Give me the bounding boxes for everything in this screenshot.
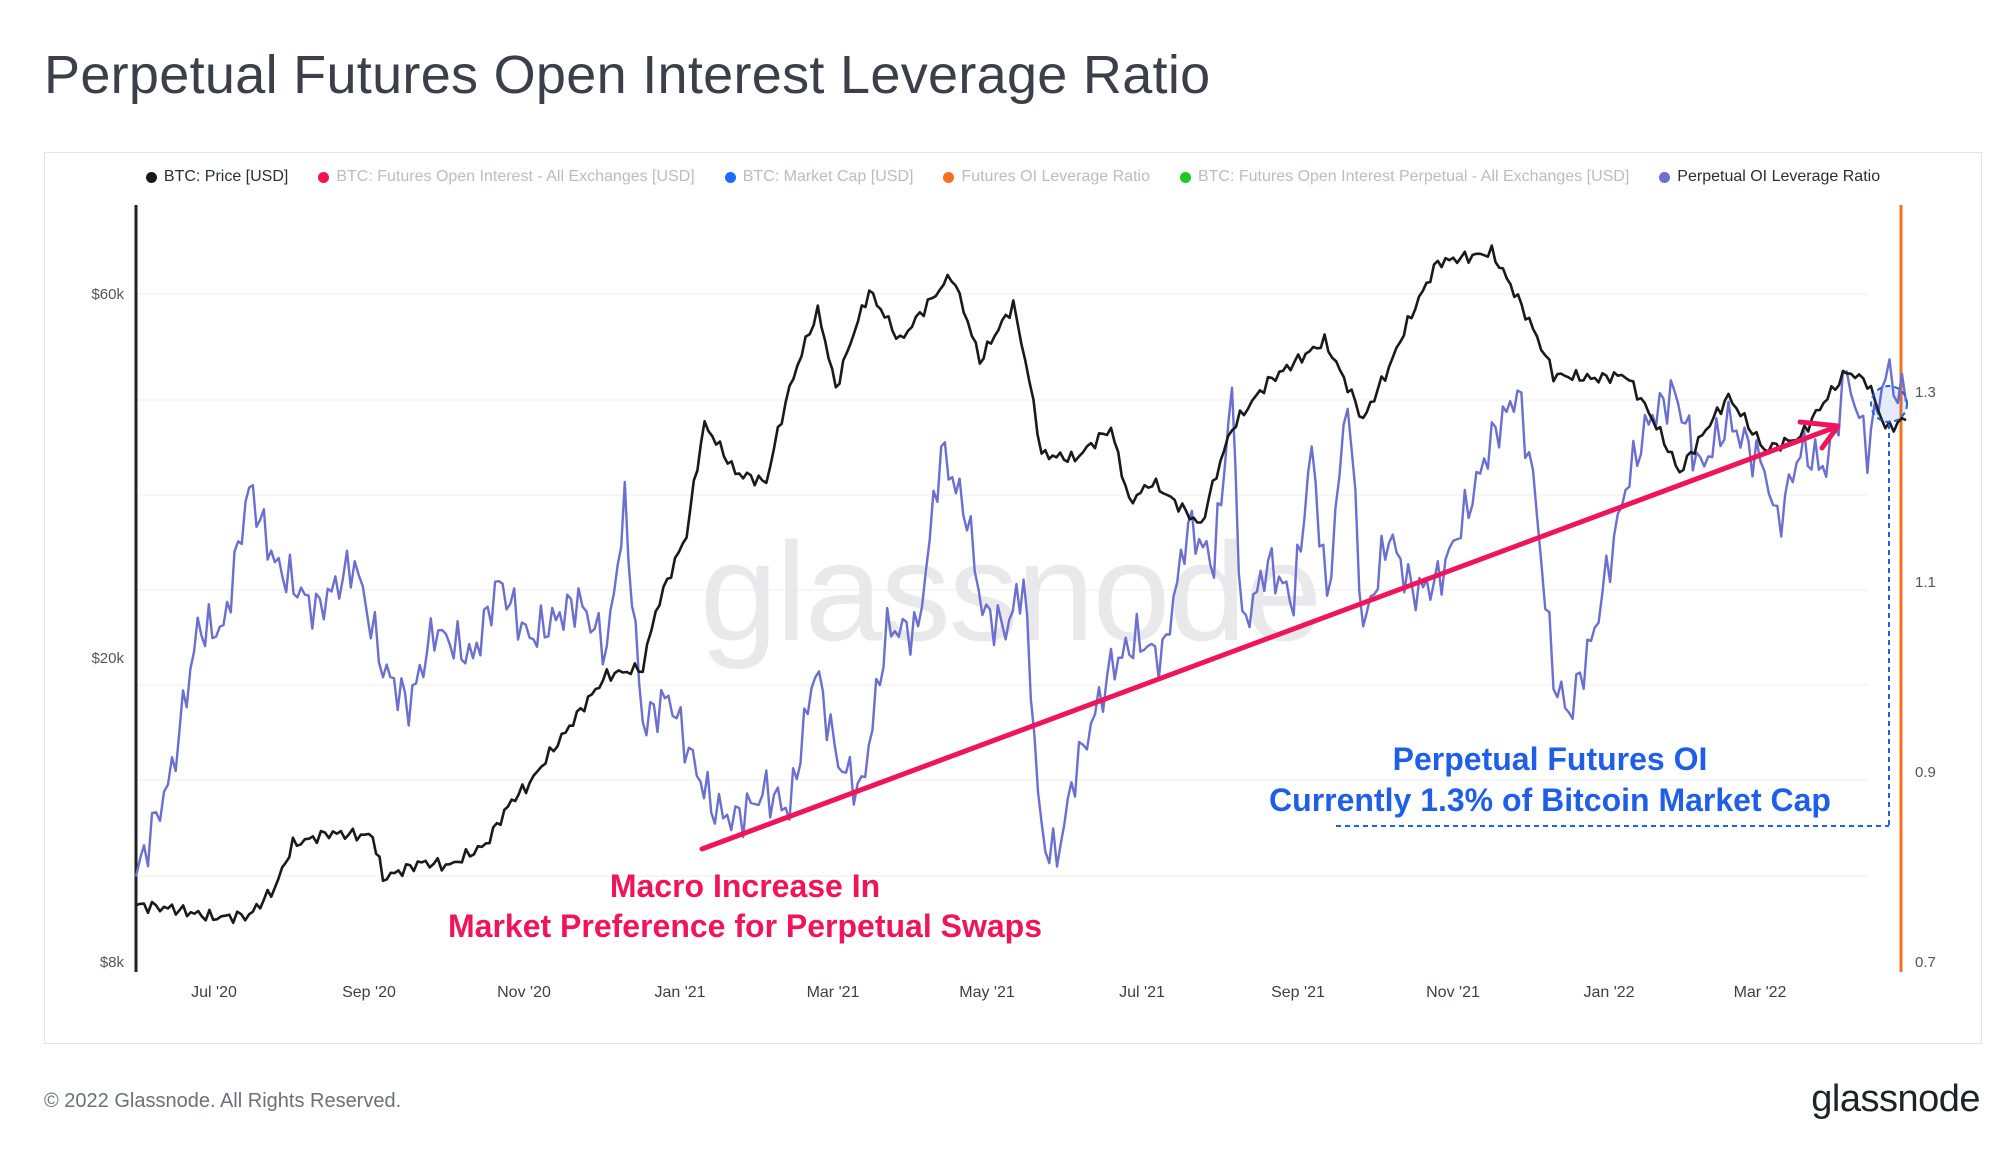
legend-item[interactable]: Perpetual OI Leverage Ratio bbox=[1659, 168, 1880, 186]
x-tick-label: Jan '21 bbox=[654, 984, 705, 1001]
legend-dot-icon bbox=[1659, 171, 1671, 183]
series-line-btc-price bbox=[135, 244, 1907, 925]
x-tick-label: Sep '20 bbox=[342, 984, 396, 1001]
legend-item[interactable]: BTC: Futures Open Interest - All Exchang… bbox=[318, 168, 695, 186]
legend-item[interactable]: BTC: Price [USD] bbox=[145, 168, 289, 186]
y-right-tick-label: 0.9 bbox=[1915, 764, 1936, 781]
page-title: Perpetual Futures Open Interest Leverage… bbox=[44, 45, 1211, 105]
legend-item[interactable]: BTC: Market Cap [USD] bbox=[724, 168, 914, 186]
trend-arrow-line bbox=[699, 424, 1839, 852]
x-tick-label: Jul '20 bbox=[191, 984, 237, 1001]
current-value-highlight bbox=[1870, 385, 1908, 423]
series-line-perpetual-oi-ratio bbox=[134, 358, 1908, 877]
legend-dot-icon bbox=[724, 171, 736, 183]
annotation-current-ratio: Currently 1.3% of Bitcoin Market Cap bbox=[1269, 782, 1831, 818]
trend-arrowhead-icon bbox=[1797, 419, 1841, 451]
y-right-tick-label: 0.7 bbox=[1915, 954, 1936, 971]
legend-label: Futures OI Leverage Ratio bbox=[961, 168, 1150, 185]
legend-dot-icon bbox=[145, 171, 157, 183]
watermark-text: glassnode bbox=[700, 513, 1320, 670]
y-right-tick-label: 1.3 bbox=[1915, 384, 1936, 401]
legend-label: BTC: Futures Open Interest - All Exchang… bbox=[336, 168, 695, 185]
legend-dot-icon bbox=[943, 171, 955, 183]
legend-dot-icon bbox=[318, 171, 330, 183]
legend-label: BTC: Price [USD] bbox=[163, 168, 289, 185]
copyright-text: © 2022 Glassnode. All Rights Reserved. bbox=[44, 1090, 402, 1112]
x-tick-label: Nov '20 bbox=[497, 984, 551, 1001]
legend-item[interactable]: BTC: Futures Open Interest Perpetual - A… bbox=[1179, 168, 1630, 186]
x-tick-label: Jan '22 bbox=[1583, 984, 1634, 1001]
x-tick-label: Sep '21 bbox=[1271, 984, 1325, 1001]
annotation-current-ratio: Perpetual Futures OI bbox=[1393, 741, 1708, 777]
x-tick-label: Nov '21 bbox=[1426, 984, 1480, 1001]
legend-item[interactable]: Futures OI Leverage Ratio bbox=[943, 168, 1150, 186]
x-tick-label: Mar '21 bbox=[807, 984, 860, 1001]
x-tick-label: Mar '22 bbox=[1734, 984, 1787, 1001]
legend-label: BTC: Market Cap [USD] bbox=[742, 168, 914, 185]
chart-panel: BTC: Price [USD] BTC: Futures Open Intere… bbox=[44, 152, 1982, 1044]
y-right-tick-label: 1.1 bbox=[1915, 574, 1936, 591]
annotation-perpetual-preference: Market Preference for Perpetual Swaps bbox=[448, 908, 1042, 944]
legend-label: Perpetual OI Leverage Ratio bbox=[1677, 168, 1881, 185]
chart-legend: BTC: Price [USD] BTC: Futures Open Intere… bbox=[45, 168, 1981, 186]
y-left-tick-label: $8k bbox=[100, 954, 125, 971]
legend-label: BTC: Futures Open Interest Perpetual - A… bbox=[1197, 168, 1630, 185]
x-tick-label: Jul '21 bbox=[1119, 984, 1165, 1001]
annotation-perpetual-preference: Macro Increase In bbox=[610, 868, 880, 904]
legend-dot-icon bbox=[1179, 171, 1191, 183]
y-left-tick-label: $20k bbox=[91, 650, 124, 667]
brand-logo: glassnode bbox=[1811, 1078, 1980, 1120]
y-left-tick-label: $60k bbox=[91, 286, 124, 303]
x-tick-label: May '21 bbox=[959, 984, 1015, 1001]
